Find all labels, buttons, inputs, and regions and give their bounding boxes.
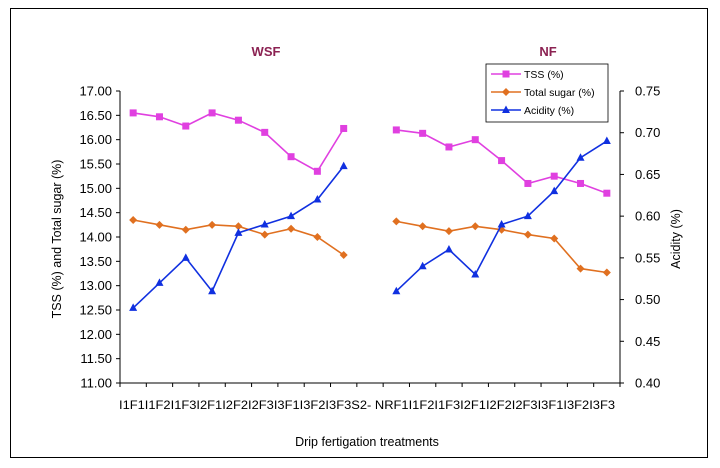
legend-label: TSS (%) [524,69,564,81]
data-point-diamond [576,264,585,273]
data-point-triangle [550,186,559,195]
data-point-diamond [339,251,348,260]
data-point-triangle [155,278,164,286]
data-point-diamond [181,225,190,234]
data-point-square [498,157,506,165]
group-label-wsf: WSF [252,44,281,59]
data-point-square [392,126,400,134]
data-point-triangle [260,219,269,228]
y-left-tick-label: 15.00 [79,181,112,196]
data-point-diamond [287,224,296,233]
x-tick-labels: I1F1I1F2I1F3I2F1I2F2I2F3I3F1I3F2I3F3S2- … [119,400,615,412]
y-left-tick-label: 14.00 [79,230,112,245]
legend-label: Acidity (%) [524,105,574,117]
data-point-diamond [260,230,269,239]
y-left-tick-label: 13.00 [79,278,112,293]
y-axis-right-label: Acidity (%) [669,209,683,269]
y-right-tick-label: 0.70 [635,125,660,140]
data-point-diamond [313,233,322,241]
data-point-triangle [602,136,611,145]
y-left-tick-label: 16.00 [79,132,112,147]
data-point-square [234,116,242,124]
data-point-triangle [129,303,138,311]
data-point-diamond [471,222,480,231]
y-right-tick-label: 0.60 [635,209,660,224]
x-axis-label: Drip fertigation treatments [295,435,439,449]
data-point-diamond [155,220,164,229]
data-point-square [550,172,558,180]
data-point-triangle [339,161,348,170]
data-point-diamond [550,234,559,243]
y-right-tick-label: 0.55 [635,250,660,265]
data-point-square [208,109,216,117]
data-point-square [445,143,453,151]
data-point-square [155,113,163,121]
data-point-diamond [392,217,401,226]
y-right-tick-label: 0.75 [635,84,660,99]
data-point-triangle [502,105,510,113]
y-right-tick-label: 0.40 [635,376,660,391]
data-point-square [129,109,137,117]
y-axis-left-label: TSS (%) and Total sugar (%) [50,160,64,319]
y-left-tick-label: 11.50 [80,351,112,366]
data-point-triangle [234,228,243,236]
y-right-tick-label: 0.45 [635,334,660,349]
y-left-tick-label: 13.50 [79,254,112,269]
y-left-tick-label: 15.50 [79,157,112,172]
data-point-square [471,136,479,144]
data-point-diamond [502,88,510,96]
y-left-tick-label: 12.50 [79,303,112,318]
y-right-tick-label: 0.65 [635,167,660,182]
data-point-triangle [523,211,532,220]
group-label-nf: NF [539,44,556,59]
data-point-triangle [181,253,190,261]
data-point-diamond [523,230,532,239]
data-point-square [261,128,269,136]
data-point-square [524,179,532,187]
y-left-tick-label: 11.00 [80,376,112,391]
data-point-square [287,153,295,161]
data-point-triangle [392,286,401,295]
data-point-triangle [287,211,296,220]
data-point-square [502,70,510,78]
data-point-triangle [444,245,453,253]
data-point-diamond [234,222,243,231]
y-right-tick-label: 0.50 [635,292,660,307]
data-point-square [577,179,585,187]
y-left-tick-label: 16.50 [79,108,112,123]
data-point-triangle [418,261,427,270]
data-point-triangle [208,286,217,295]
data-point-triangle [471,270,480,278]
data-point-triangle [313,194,322,203]
series-line [132,165,345,309]
data-point-square [340,124,348,132]
data-point-square [313,167,321,175]
y-left-tick-label: 14.50 [79,205,112,220]
y-left-tick-label: 17.00 [79,84,112,99]
data-point-triangle [576,153,585,161]
data-point-triangle [497,219,506,228]
legend-label: Total sugar (%) [524,87,595,99]
data-point-square [603,189,611,197]
data-point-diamond [208,220,217,229]
data-point-diamond [129,215,138,224]
data-point-diamond [418,222,427,231]
data-point-diamond [602,268,611,277]
data-point-diamond [444,227,453,236]
y-left-tick-label: 12.00 [79,327,112,342]
data-point-square [182,122,190,130]
data-point-square [419,129,427,137]
